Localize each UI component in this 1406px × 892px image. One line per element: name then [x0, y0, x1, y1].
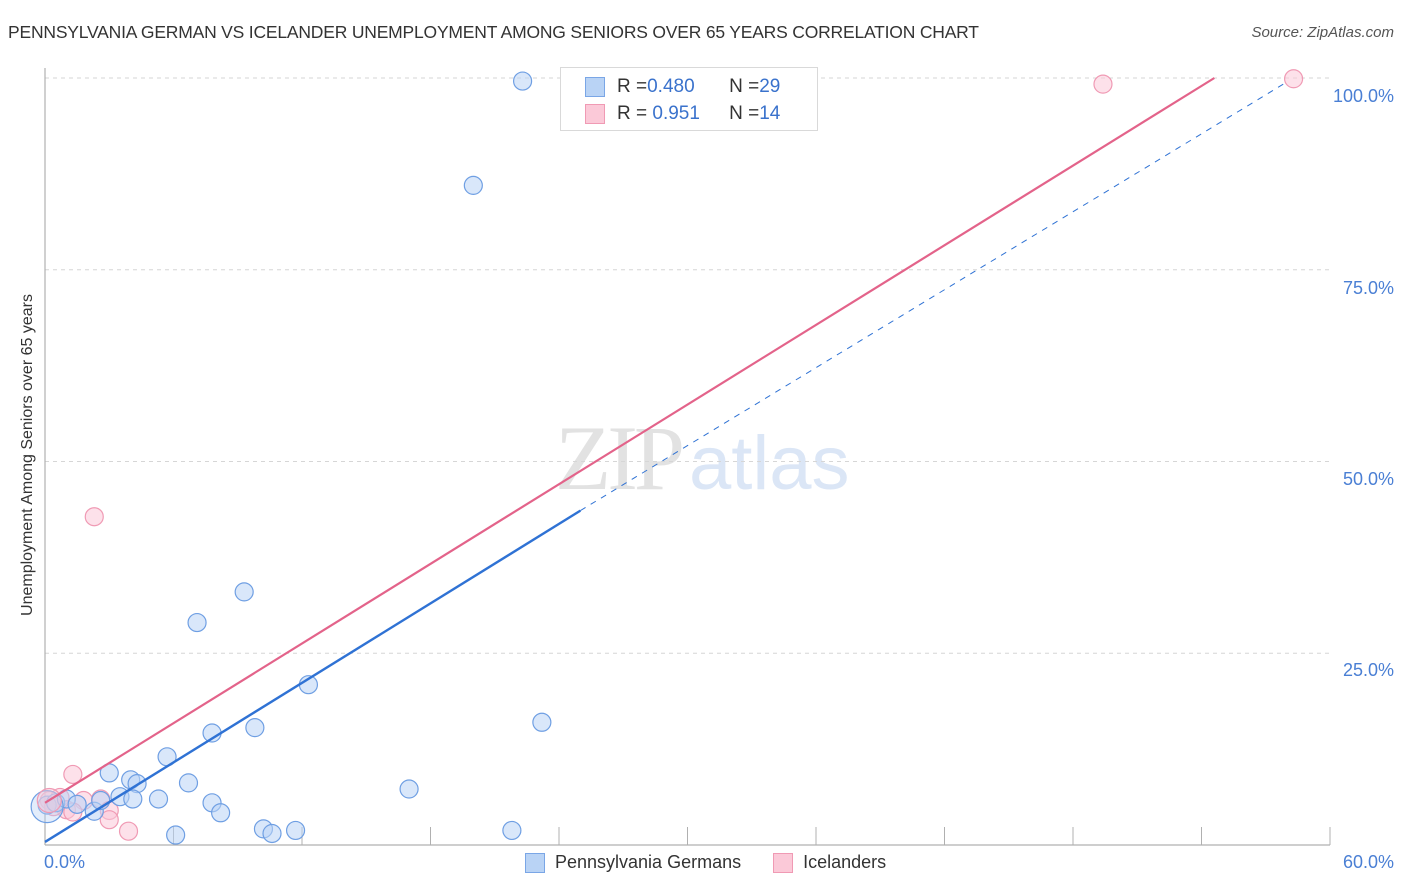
icelander-point: [63, 764, 83, 785]
pennsylvania-german-point: [166, 825, 186, 845]
pennsylvania-german-point: [234, 582, 254, 602]
r-label: R =: [617, 76, 648, 97]
legend-label: Pennsylvania Germans: [555, 852, 742, 872]
y-tick-100: 100.0%: [1332, 86, 1394, 106]
r-value: 0.480: [647, 76, 695, 97]
n-value: 29: [759, 76, 781, 97]
y-tick-50: 50.0%: [1342, 469, 1394, 489]
n-label: N =: [729, 103, 760, 124]
pennsylvania-german-point: [463, 175, 483, 195]
pink-swatch-icon: [773, 852, 794, 873]
correlation-legend: R = 0.480 N = 29 R = 0.951 N = 14: [560, 67, 818, 131]
n-value: 14: [759, 103, 781, 124]
source-label: Source: ZipAtlas.com: [1251, 24, 1394, 41]
legend-item-icelanders[interactable]: Icelanders: [773, 852, 886, 873]
series-legend: Pennsylvania Germans Icelanders: [525, 852, 918, 873]
legend-item-pennsylvania-germans[interactable]: Pennsylvania Germans: [525, 852, 741, 873]
pennsylvania-german-point: [211, 803, 231, 823]
icelander-point: [1093, 74, 1113, 94]
y-tick-75: 75.0%: [1342, 278, 1394, 298]
y-axis-label: Unemployment Among Seniors over 65 years: [19, 294, 36, 616]
n-label: N =: [729, 76, 760, 97]
pink-swatch-icon: [585, 104, 605, 124]
pennsylvania-german-point: [502, 820, 522, 841]
pennsylvania-german-point: [30, 790, 64, 824]
pennsylvania-german-point: [178, 773, 199, 793]
pennsylvania-german-point: [285, 820, 306, 841]
pennsylvania-german-point: [123, 789, 143, 809]
y-tick-25: 25.0%: [1342, 660, 1394, 680]
chart-title: PENNSYLVANIA GERMAN VS ICELANDER UNEMPLO…: [8, 22, 979, 42]
icelander-point: [118, 821, 139, 841]
r-label: R =: [617, 103, 648, 124]
legend-label: Icelanders: [803, 852, 887, 872]
legend-row-pennsylvania-germans: R = 0.480 N = 29: [585, 75, 780, 99]
blue-swatch-icon: [585, 77, 605, 97]
x-tick-0: 0.0%: [44, 852, 86, 872]
x-tick-60: 60.0%: [1342, 852, 1394, 872]
legend-row-icelanders: R = 0.951 N = 14: [585, 102, 780, 126]
pennsylvania-german-point: [532, 712, 552, 732]
icelander-point: [99, 810, 119, 830]
pennsylvania-german-point: [512, 71, 533, 91]
icelander-trendline: [44, 77, 1215, 804]
pennsylvania-german-point: [148, 789, 169, 809]
pennsylvania-german-point: [399, 779, 419, 799]
pennsylvania-german-point: [67, 794, 87, 814]
pennsylvania-german-point: [262, 823, 282, 844]
pennsylvania-german-trendline-extension: [580, 81, 1288, 512]
r-value: 0.951: [647, 103, 700, 124]
pennsylvania-german-trendline: [44, 509, 582, 843]
icelander-point: [1283, 69, 1304, 89]
blue-swatch-icon: [525, 852, 545, 873]
pennsylvania-german-point: [245, 718, 265, 738]
icelander-point: [84, 507, 104, 527]
pennsylvania-german-point: [187, 612, 207, 633]
